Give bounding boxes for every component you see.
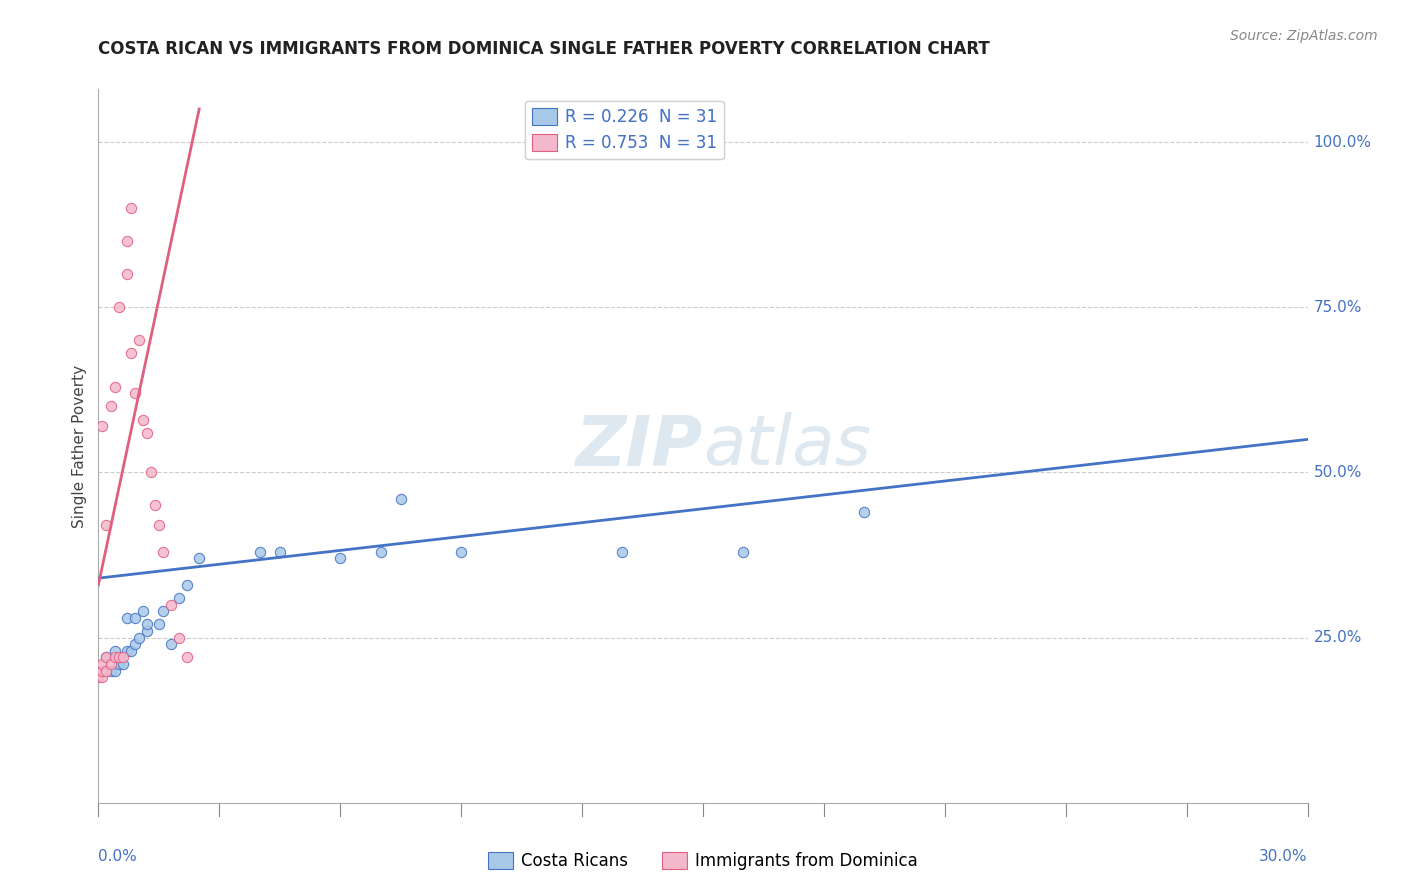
Point xyxy=(160,637,183,651)
Text: 50.0%: 50.0% xyxy=(1313,465,1362,480)
Point xyxy=(107,650,129,665)
Point xyxy=(115,234,138,248)
Point xyxy=(152,545,174,559)
Point xyxy=(148,518,170,533)
Point xyxy=(115,644,138,658)
Point xyxy=(167,591,190,605)
Point xyxy=(124,386,146,401)
Point xyxy=(87,670,110,684)
Point xyxy=(111,657,134,671)
Point xyxy=(96,518,118,533)
Text: 75.0%: 75.0% xyxy=(1313,300,1362,315)
Point xyxy=(612,545,634,559)
Text: 25.0%: 25.0% xyxy=(1313,630,1362,645)
Point xyxy=(103,379,125,393)
Point xyxy=(139,466,162,480)
Point xyxy=(128,631,150,645)
Point xyxy=(176,650,198,665)
Point xyxy=(103,650,125,665)
Point xyxy=(91,664,114,678)
Text: COSTA RICAN VS IMMIGRANTS FROM DOMINICA SINGLE FATHER POVERTY CORRELATION CHART: COSTA RICAN VS IMMIGRANTS FROM DOMINICA … xyxy=(98,40,990,58)
Point xyxy=(249,545,271,559)
Point xyxy=(152,604,174,618)
Text: Source: ZipAtlas.com: Source: ZipAtlas.com xyxy=(1230,29,1378,43)
Text: ZIP: ZIP xyxy=(575,412,703,480)
Point xyxy=(269,545,291,559)
Point xyxy=(100,657,122,671)
Point xyxy=(132,604,155,618)
Point xyxy=(103,664,125,678)
Point xyxy=(96,664,118,678)
Point xyxy=(100,664,122,678)
Point xyxy=(91,419,114,434)
Point xyxy=(160,598,183,612)
Text: 30.0%: 30.0% xyxy=(1260,849,1308,864)
Point xyxy=(389,491,412,506)
Point xyxy=(167,631,190,645)
Point xyxy=(120,644,142,658)
Point xyxy=(103,644,125,658)
Point xyxy=(91,670,114,684)
Point xyxy=(135,624,157,638)
Point xyxy=(135,425,157,440)
Point xyxy=(107,657,129,671)
Point xyxy=(176,578,198,592)
Point xyxy=(91,657,114,671)
Point xyxy=(148,617,170,632)
Point xyxy=(124,611,146,625)
Point xyxy=(132,412,155,426)
Point xyxy=(96,650,118,665)
Y-axis label: Single Father Poverty: Single Father Poverty xyxy=(72,365,87,527)
Point xyxy=(120,346,142,360)
Legend: R = 0.226  N = 31, R = 0.753  N = 31: R = 0.226 N = 31, R = 0.753 N = 31 xyxy=(524,101,724,159)
Point xyxy=(115,611,138,625)
Point xyxy=(115,267,138,281)
Point xyxy=(120,201,142,215)
Point xyxy=(124,637,146,651)
Point xyxy=(135,617,157,632)
Text: atlas: atlas xyxy=(703,412,870,480)
Point xyxy=(853,505,876,519)
Point xyxy=(100,400,122,414)
Point xyxy=(143,499,166,513)
Point xyxy=(329,551,352,566)
Point xyxy=(96,650,118,665)
Point xyxy=(370,545,392,559)
Point xyxy=(450,545,472,559)
Point xyxy=(107,300,129,314)
Point xyxy=(128,333,150,347)
Point xyxy=(91,664,114,678)
Text: 100.0%: 100.0% xyxy=(1313,135,1372,150)
Text: 0.0%: 0.0% xyxy=(98,849,138,864)
Point xyxy=(733,545,755,559)
Point xyxy=(188,551,211,566)
Point xyxy=(87,664,110,678)
Point xyxy=(111,650,134,665)
